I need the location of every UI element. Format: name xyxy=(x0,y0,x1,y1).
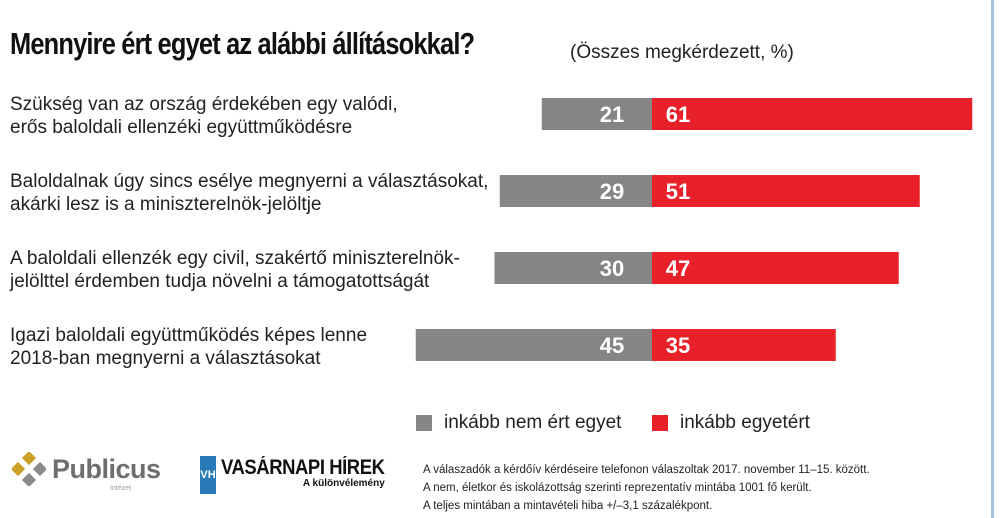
value-label-disagree: 21 xyxy=(600,102,624,127)
publicus-logo: Publicus Intézet xyxy=(12,452,161,492)
footnotes: A válaszadók a kérdőív kérdéseire telefo… xyxy=(423,461,870,515)
value-label-agree: 51 xyxy=(666,179,690,204)
vh-tagline: A különvélemény xyxy=(302,478,385,489)
bar-disagree xyxy=(415,329,652,361)
legend-swatch-disagree xyxy=(416,415,432,431)
publicus-wordmark: Publicus xyxy=(52,453,161,484)
value-label-agree: 35 xyxy=(666,333,690,358)
footnote-line: A teljes mintában a mintavételi hiba +/–… xyxy=(423,500,713,512)
category-label: Igazi baloldali együttműködés képes lenn… xyxy=(10,324,367,370)
category-label: Szükség van az ország érdekében egy való… xyxy=(10,93,398,139)
footnote-line: A nem, életkor és iskolázottság szerinti… xyxy=(423,482,812,494)
right-border-rule xyxy=(991,0,994,518)
category-label-line: jelölttel érdemben tudja növelni a támog… xyxy=(10,271,430,292)
value-label-disagree: 30 xyxy=(600,256,624,281)
category-label-line: 2018-ban megnyerni a választásokat xyxy=(10,348,321,369)
category-label-line: erős baloldali ellenzéki együttműködésre xyxy=(10,117,353,138)
bar-agree xyxy=(652,329,836,361)
vasarnapi-hirek-logo: VH VASÁRNAPI HÍREK A különvélemény xyxy=(200,456,407,494)
value-label-agree: 61 xyxy=(666,102,690,127)
footnote-line: A válaszadók a kérdőív kérdéseire telefo… xyxy=(423,464,870,476)
chart-subtitle: (Összes megkérdezett, %) xyxy=(570,42,794,63)
category-label: A baloldali ellenzék egy civil, szakértő… xyxy=(10,247,460,293)
bar-agree xyxy=(652,175,920,207)
vh-badge-icon: VH xyxy=(200,456,216,494)
bar-disagree xyxy=(541,98,652,130)
bar-disagree xyxy=(499,175,652,207)
bar-agree xyxy=(652,252,899,284)
value-label-agree: 47 xyxy=(666,256,690,281)
category-label-line: Igazi baloldali együttműködés képes lenn… xyxy=(10,325,368,346)
legend-label-disagree: inkább nem ért egyet xyxy=(444,412,622,433)
category-label-line: A baloldali ellenzék egy civil, szakértő… xyxy=(10,248,460,269)
publicus-sub: Intézet xyxy=(110,485,132,492)
legend-item-disagree: inkább nem ért egyet xyxy=(416,412,621,434)
legend-label-agree: inkább egyetért xyxy=(680,412,810,433)
category-label-line: akárki lesz is a miniszterelnök-jelöltje xyxy=(10,194,322,215)
bar-agree xyxy=(652,98,973,130)
bar-disagree xyxy=(494,252,652,284)
legend-item-agree: inkább egyetért xyxy=(652,412,810,434)
category-label-line: Baloldalnak úgy sincs esélye megnyerni a… xyxy=(10,171,489,192)
category-label: Baloldalnak úgy sincs esélye megnyerni a… xyxy=(10,170,488,216)
category-label-line: Szükség van az ország érdekében egy való… xyxy=(10,94,398,115)
publicus-emblem-icon xyxy=(12,452,46,486)
vh-wordmark: VASÁRNAPI HÍREK xyxy=(221,456,385,479)
value-label-disagree: 45 xyxy=(600,333,624,358)
legend-swatch-agree xyxy=(652,415,668,431)
title-row: Mennyire ért egyet az alábbi állításokka… xyxy=(10,26,576,62)
value-label-disagree: 29 xyxy=(600,179,624,204)
chart-title: Mennyire ért egyet az alábbi állításokka… xyxy=(10,26,475,61)
